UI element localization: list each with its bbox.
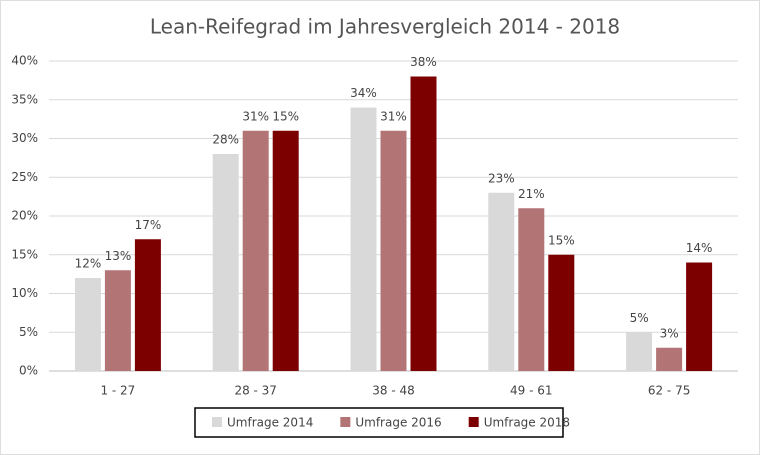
legend-swatch [468, 417, 479, 427]
legend-swatch [340, 417, 351, 427]
y-tick-label: 15% [11, 247, 38, 261]
bar [350, 107, 377, 371]
bar [518, 208, 545, 371]
bar [488, 192, 515, 371]
x-tick-label: 49 - 61 [510, 384, 553, 398]
bar [212, 154, 239, 371]
x-tick-label: 1 - 27 [100, 384, 135, 398]
bar [242, 130, 269, 371]
data-label: 28% [212, 133, 239, 147]
legend-swatch [212, 417, 222, 427]
x-tick-label: 38 - 48 [372, 384, 415, 398]
chart-title: Lean-Reifegrad im Jahresvergleich 2014 -… [150, 15, 620, 39]
bar [548, 254, 575, 371]
bar [134, 239, 161, 371]
bar [74, 278, 101, 371]
bar [410, 76, 437, 371]
data-label: 17% [135, 218, 162, 232]
data-label: 12% [75, 257, 102, 271]
bar [656, 347, 683, 371]
data-label: 21% [518, 187, 545, 201]
data-label: 31% [380, 109, 407, 123]
data-label: 15% [548, 233, 575, 247]
y-tick-label: 40% [11, 54, 38, 68]
y-tick-label: 25% [11, 170, 38, 184]
x-tick-label: 28 - 37 [234, 384, 277, 398]
y-tick-label: 10% [11, 286, 38, 300]
data-label: 15% [272, 109, 299, 123]
data-label: 5% [630, 311, 649, 325]
legend-label: Umfrage 2016 [355, 416, 441, 430]
bar [104, 270, 131, 371]
bar [272, 130, 299, 371]
legend-label: Umfrage 2014 [227, 416, 313, 430]
y-tick-label: 5% [19, 325, 38, 339]
x-tick-label: 62 - 75 [648, 384, 691, 398]
data-label: 14% [686, 241, 713, 255]
data-label: 38% [410, 55, 437, 69]
data-label: 23% [488, 171, 515, 185]
y-tick-label: 30% [11, 131, 38, 145]
legend-box [194, 407, 564, 438]
y-tick-label: 20% [11, 209, 38, 223]
bar [380, 130, 407, 371]
data-label: 13% [105, 249, 132, 263]
bar [626, 332, 653, 371]
legend-label: Umfrage 2018 [484, 416, 570, 430]
data-label: 34% [350, 86, 377, 100]
bar [686, 262, 713, 371]
data-label: 3% [660, 326, 679, 340]
y-tick-label: 0% [19, 364, 38, 378]
y-tick-label: 35% [11, 92, 38, 106]
data-label: 31% [242, 109, 269, 123]
